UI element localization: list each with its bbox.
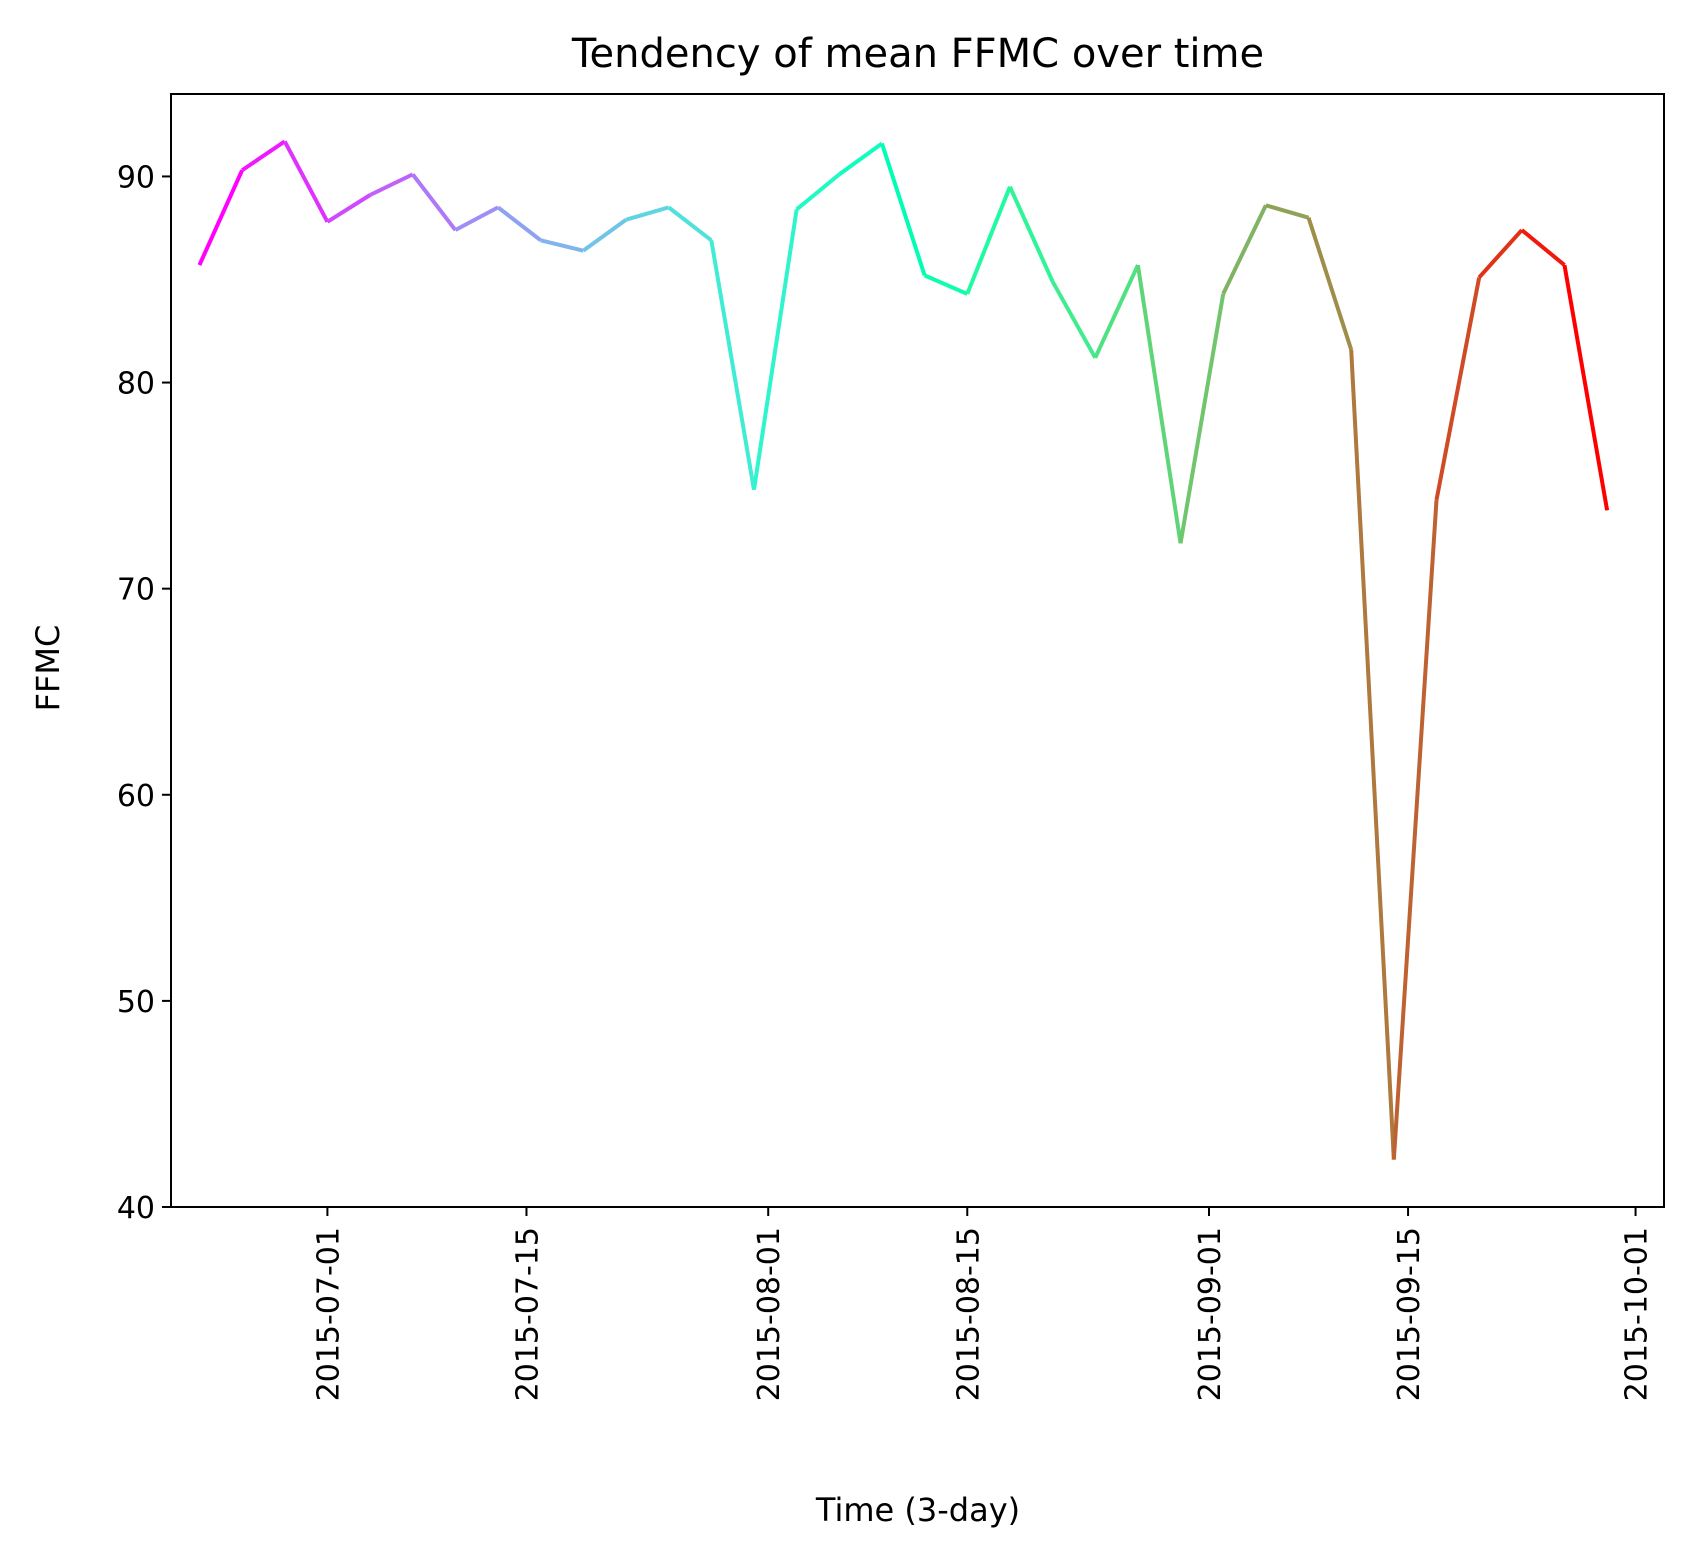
data-line [197, 139, 1610, 1160]
line-segment [240, 139, 286, 172]
line-segment [795, 172, 841, 211]
line-segment [411, 173, 457, 232]
y-tick-label: 50 [117, 985, 155, 1020]
line-segment [1349, 349, 1396, 1160]
y-tick-label: 60 [117, 779, 155, 814]
line-segment [838, 141, 884, 177]
x-tick-label: 2015-07-01 [311, 1227, 346, 1401]
y-axis-label: FFMC [29, 625, 67, 712]
line-segment [1178, 293, 1226, 544]
line-segment [496, 205, 542, 242]
line-segment [1050, 280, 1097, 359]
x-tick-label: 2015-08-15 [951, 1227, 986, 1401]
line-segment [1306, 217, 1354, 351]
line-segment [667, 205, 713, 242]
line-segment [709, 240, 756, 491]
line-segment [540, 238, 584, 253]
line-segment [1391, 499, 1439, 1160]
y-tick-label: 80 [117, 367, 155, 402]
line-segment [1008, 185, 1055, 283]
axis-ticks: 40 50 60 70 80 90 2015-07-01 2015-07-15 2015-08-… [117, 160, 1655, 1401]
y-tick-label: 90 [117, 160, 155, 195]
x-tick-label: 2015-09-15 [1392, 1227, 1427, 1401]
line-segment [369, 172, 414, 197]
line-segment [1477, 228, 1524, 279]
x-axis-label: Time (3-day) [815, 1491, 1020, 1529]
x-tick-label: 2015-07-15 [510, 1227, 545, 1401]
line-segment [326, 193, 372, 224]
line-segment [625, 205, 670, 222]
line-segment [454, 205, 499, 232]
y-tick-label: 70 [117, 573, 155, 608]
line-segment [1265, 203, 1310, 220]
line-segment [1221, 204, 1268, 295]
line-segment [1562, 264, 1610, 511]
chart-title: Tendency of mean FFMC over time [571, 31, 1264, 77]
y-tick-label: 40 [117, 1191, 155, 1226]
line-segment [1093, 264, 1140, 359]
line-segment [582, 218, 628, 253]
x-tick-label: 2015-10-01 [1620, 1227, 1655, 1401]
x-tick-label: 2015-08-01 [752, 1227, 787, 1401]
line-segment [1135, 264, 1183, 544]
line-segment [1434, 277, 1482, 501]
x-tick-label: 2015-09-01 [1193, 1227, 1228, 1401]
line-segment [880, 142, 927, 276]
line-segment [965, 186, 1012, 295]
line-segment [1520, 228, 1566, 267]
line-segment [282, 140, 330, 223]
line-segment [197, 169, 244, 266]
line-segment [923, 273, 969, 296]
plot-frame [170, 93, 1665, 1208]
line-segment [752, 209, 799, 491]
